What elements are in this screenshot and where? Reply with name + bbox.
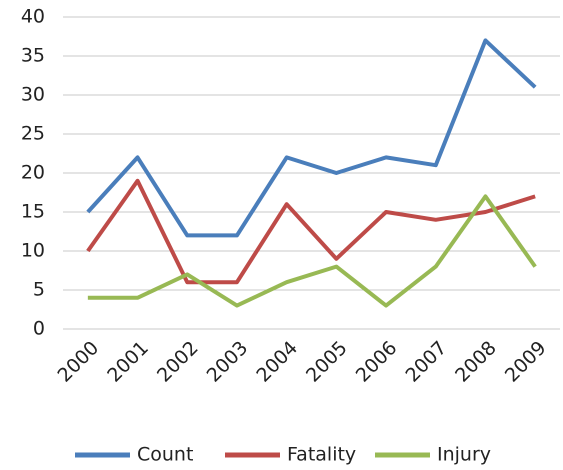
y-tick-label: 35 [21,45,45,67]
x-tick-label: 2005 [302,337,352,387]
legend-label: Count [137,444,193,466]
y-tick-label: 25 [21,123,45,145]
legend-label: Fatality [287,444,356,466]
x-tick-label: 2008 [451,337,501,387]
y-tick-label: 10 [21,240,45,262]
y-tick-label: 20 [21,162,45,184]
x-tick-label: 2007 [401,337,451,387]
series-line [86,38,537,238]
series-line [86,178,536,285]
x-tick-label: 2001 [103,337,153,387]
y-tick-label: 5 [33,279,45,301]
y-tick-label: 30 [21,84,45,106]
x-tick-label: 2003 [203,337,253,387]
x-tick-label: 2002 [153,337,203,387]
x-tick-label: 2009 [501,337,551,387]
y-tick-label: 40 [21,6,45,28]
y-tick-label: 0 [33,318,45,340]
x-tick-label: 2004 [252,337,302,387]
legend-label: Injury [437,444,491,466]
series-line [87,194,537,308]
y-tick-label: 15 [21,201,45,223]
x-tick-label: 2006 [352,337,402,387]
x-tick-label: 2000 [54,337,104,387]
